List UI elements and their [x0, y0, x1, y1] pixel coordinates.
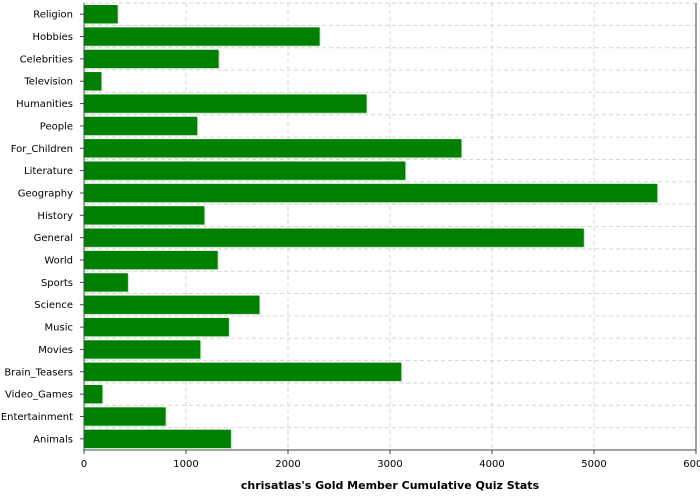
bar-general [84, 228, 584, 247]
x-tick-label: 2000 [275, 459, 300, 470]
category-labels: Religion Hobbies Celebrities Television Huma… [1, 10, 73, 446]
bar-literature [84, 161, 406, 180]
bar-history [84, 206, 205, 225]
bar-movies [84, 340, 201, 359]
bar-music [84, 317, 229, 337]
category-label: Animals [33, 434, 73, 445]
bar-humanities [84, 94, 367, 113]
bar-science [84, 295, 260, 314]
category-label: Celebrities [20, 54, 73, 65]
category-label: Literature [24, 166, 73, 177]
category-label: Geography [18, 188, 73, 199]
bar-for-children [84, 139, 462, 158]
category-label: Music [45, 323, 73, 334]
category-label: Brain_Teasers [4, 367, 73, 378]
category-label: History [37, 211, 73, 222]
category-label: Movies [38, 345, 73, 356]
bar-geography [84, 183, 658, 203]
bars [84, 5, 659, 449]
bar-hobbies [84, 27, 320, 46]
category-label: Religion [33, 10, 73, 21]
x-tick-label: 6000 [683, 459, 700, 470]
bar-brain-teasers [84, 362, 402, 381]
bar-animals [84, 429, 231, 448]
bar-sports [84, 273, 128, 292]
x-axis-title: chrisatlas's Gold Member Cumulative Quiz… [241, 479, 540, 492]
bar-world [84, 250, 218, 270]
bar-people [84, 116, 198, 136]
category-label: Entertainment [1, 412, 73, 423]
x-tick-label: 0 [81, 459, 87, 470]
category-label: For_Children [11, 144, 73, 155]
x-tick-label: 3000 [377, 459, 402, 470]
bar-celebrities [84, 49, 219, 69]
bar-entertainment [84, 407, 166, 426]
category-label: Video_Games [5, 390, 73, 401]
axes: 0 1000 2000 3000 4000 5000 6000 [80, 3, 700, 470]
grid-lines [84, 2, 697, 451]
bar-religion [84, 5, 118, 24]
x-tick-label: 4000 [479, 459, 504, 470]
category-label: Hobbies [33, 32, 73, 43]
x-tick-label: 5000 [581, 459, 606, 470]
category-label: Television [23, 77, 73, 88]
category-label: People [40, 121, 73, 132]
category-label: Sports [41, 278, 73, 289]
bar-television [84, 72, 102, 91]
bar-video-games [84, 384, 103, 404]
category-label: Humanities [16, 99, 73, 110]
category-label: General [34, 233, 73, 244]
category-label: World [44, 256, 73, 267]
x-tick-label: 1000 [173, 459, 198, 470]
category-label: Science [34, 300, 73, 311]
